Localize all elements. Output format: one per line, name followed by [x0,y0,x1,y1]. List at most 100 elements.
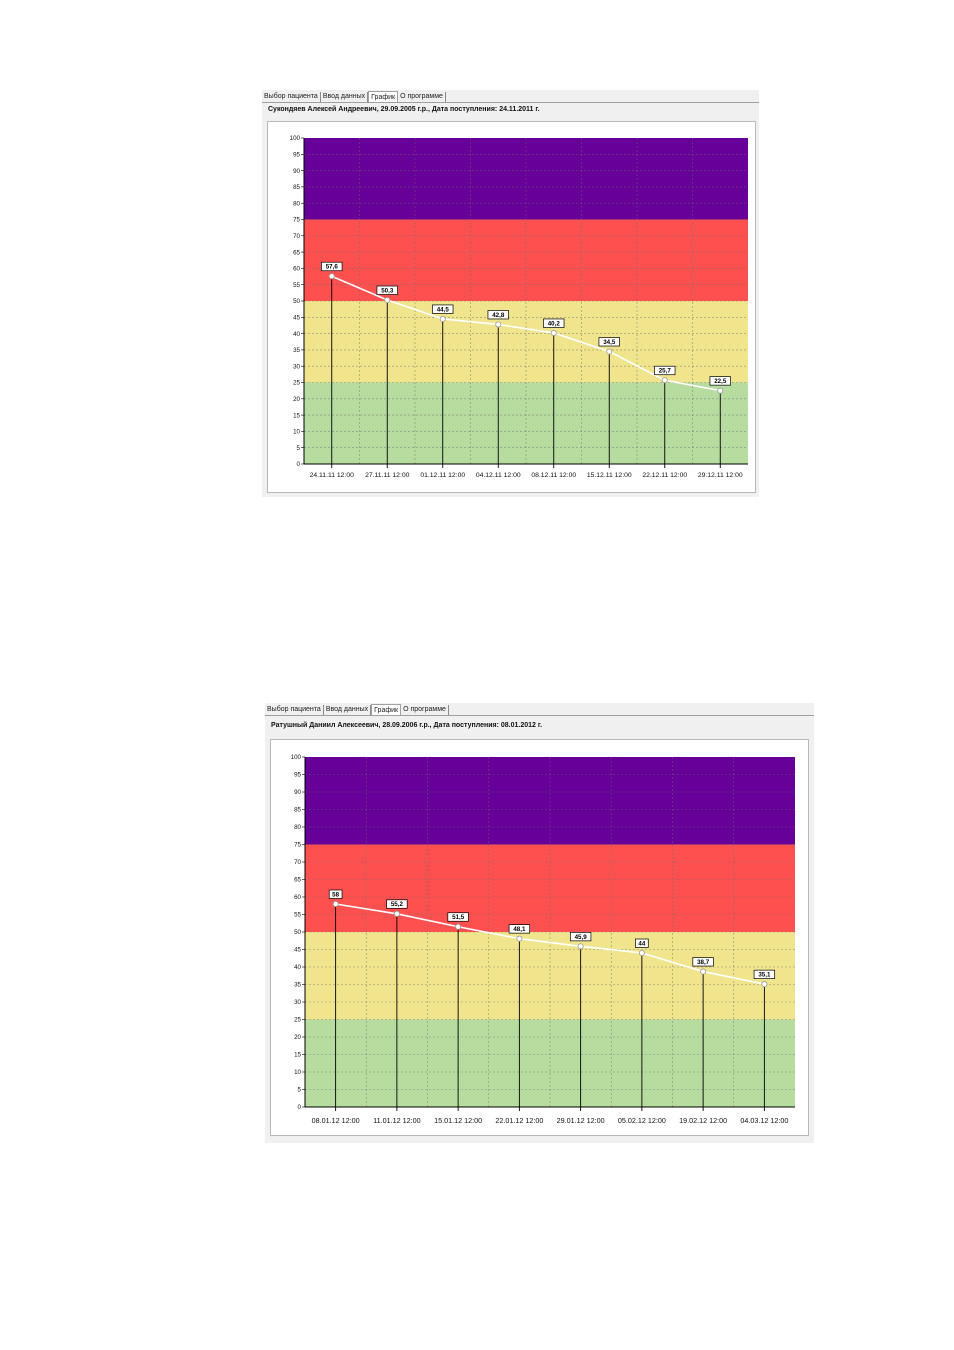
y-tick-label: 40 [293,331,300,338]
chart-panel: 0 5 10 15 20 25 30 35 40 45 50 55 60 65 70 75 80 85 90 95 10… [270,739,809,1136]
data-point [393,910,400,917]
patient-header: Сукондяев Алексей Андреевич, 29.09.2005 … [268,106,540,113]
x-tick-label: 15.01.12 12:00 [434,1116,482,1125]
y-tick-label: 15 [294,1052,301,1059]
data-label: 51,5 [452,914,465,921]
y-tick-label: 25 [293,380,300,387]
y-tick-label: 70 [293,233,300,240]
x-tick-label: 11.01.12 12:00 [373,1116,420,1125]
y-tick-label: 55 [294,912,301,919]
y-tick-label: 45 [294,947,301,954]
data-point [439,315,446,322]
data-point [332,900,339,907]
chart-2: 0 5 10 15 20 25 30 35 40 45 50 55 60 65 70 75 80 85 90 95 10… [291,754,795,1125]
data-point [661,377,668,384]
tab-about[interactable]: О программе [398,92,446,102]
data-label: 57,6 [326,264,339,271]
y-tick-label: 65 [294,877,301,884]
app-window-2: Выбор пациента Ввод данных График О прог… [265,703,814,1143]
data-label: 58 [332,891,339,898]
y-tick-label: 100 [291,754,302,761]
data-label: 48,1 [513,926,526,933]
y-tick-label: 5 [298,1087,302,1094]
data-label-box [487,310,509,320]
data-label: 50,3 [381,287,394,294]
data-label-box [598,337,620,347]
tab-chart[interactable]: График [371,704,402,716]
data-point [700,968,707,975]
data-label-box [635,938,649,948]
data-point [455,923,462,930]
y-tick-label: 95 [294,772,301,779]
tab-data-entry[interactable]: Ввод данных [324,705,372,715]
x-tick-label: 01.12.11 12:00 [420,472,465,479]
data-point [577,943,584,950]
data-label-box [328,889,343,899]
tab-bar: Выбор пациента Ввод данных График О прог… [262,90,446,103]
chart-1: 0 5 10 15 20 25 30 35 40 45 50 55 60 65 70 75 80 85 90 95 10… [290,135,748,479]
data-label-box [753,969,776,979]
data-label: 55,2 [391,901,404,908]
x-tick-label: 04.12.11 12:00 [476,472,521,479]
x-tick-label: 27.11.11 12:00 [365,472,410,479]
y-tick-label: 60 [293,266,300,273]
series-line [335,903,765,985]
data-label-box [321,261,343,272]
data-label: 45,9 [575,934,588,941]
x-tick-label: 29.01.12 12:00 [557,1116,605,1125]
y-tick-label: 75 [293,217,300,224]
y-tick-label: 85 [294,807,301,814]
data-label: 40,2 [548,320,561,327]
data-point [638,949,645,956]
tab-patient-select[interactable]: Выбор пациента [265,705,324,715]
data-label: 38,7 [697,959,710,966]
data-label-box [543,318,565,328]
x-tick-label: 08.01.12 12:00 [312,1116,360,1125]
y-tick-label: 30 [294,999,301,1006]
y-tick-label: 85 [293,184,300,191]
x-tick-label: 29.12.11 12:00 [698,472,743,479]
y-tick-label: 30 [293,363,300,370]
y-tick-label: 90 [293,168,300,175]
tab-bar: Выбор пациента Ввод данных График О прог… [265,703,449,716]
y-tick-label: 25 [294,1017,301,1024]
data-label-box [447,912,469,922]
data-point [328,273,335,280]
data-label-box [376,285,398,295]
tab-chart[interactable]: График [368,91,399,103]
y-tick-label: 10 [293,429,300,436]
data-label: 34,5 [603,339,616,346]
y-tick-label: 35 [294,982,301,989]
tab-divider [262,102,759,103]
y-tick-label: 50 [293,298,300,305]
x-tick-label: 15.12.11 12:00 [587,472,632,479]
data-point [516,935,523,942]
y-tick-label: 40 [294,964,301,971]
data-label-box [432,304,454,314]
y-tick-label: 55 [293,282,300,289]
x-tick-label: 08.12.11 12:00 [531,472,576,479]
data-label-box [709,376,731,386]
tab-data-entry[interactable]: Ввод данных [321,92,369,102]
data-point [606,348,613,355]
y-tick-label: 20 [294,1034,301,1041]
chart-panel: 0 5 10 15 20 25 30 35 40 45 50 55 60 65 70 75 80 85 90 95 10… [267,121,756,493]
tab-patient-select[interactable]: Выбор пациента [262,92,321,102]
data-label: 25,7 [659,368,672,375]
y-tick-label: 15 [293,412,300,419]
y-tick-label: 0 [297,461,301,468]
y-tick-label: 90 [294,789,301,796]
y-tick-label: 20 [293,396,300,403]
y-tick-label: 70 [294,859,301,866]
y-tick-label: 0 [298,1104,302,1111]
data-point [384,297,391,304]
y-tick-label: 65 [293,249,300,256]
x-tick-label: 22.01.12 12:00 [495,1116,543,1125]
data-label-box [569,932,592,942]
patient-header: Ратушный Даниил Алексеевич, 28.09.2006 г… [271,722,543,729]
y-tick-label: 95 [293,152,300,159]
tab-about[interactable]: О программе [401,705,449,715]
data-point [717,387,724,394]
data-point [761,981,768,988]
y-tick-label: 75 [294,842,301,849]
